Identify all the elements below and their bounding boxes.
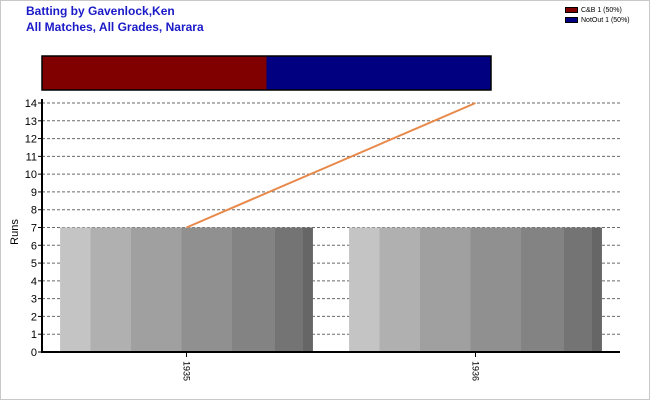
y-tick-label-7: 7 [31, 223, 37, 235]
y-tick-label-2: 2 [31, 311, 37, 323]
legend-item-cb: C&B 1 (50%) [565, 5, 630, 15]
bar-1935 [60, 227, 313, 352]
axes [41, 99, 620, 353]
dismissal-bar-border [41, 55, 492, 91]
y-tick-label-0: 0 [31, 347, 37, 359]
y-tick-label-10: 10 [25, 169, 37, 181]
y-tick-label-6: 6 [31, 240, 37, 252]
y-tick-label-9: 9 [31, 187, 37, 199]
y-tick-label-4: 4 [31, 276, 37, 288]
y-tick-label-1: 1 [31, 329, 37, 341]
legend-label-cb: C&B 1 (50%) [581, 6, 622, 14]
x-ticks: 1935 1936 [182, 352, 481, 381]
bars [60, 227, 602, 352]
chart-subtitle: All Matches, All Grades, Narara [26, 20, 204, 34]
y-tick-label-8: 8 [31, 205, 37, 217]
x-tick-label-1935: 1935 [182, 361, 192, 381]
legend-item-notout: NotOut 1 (50%) [565, 15, 630, 25]
y-tick-label-13: 13 [25, 116, 37, 128]
legend-label-notout: NotOut 1 (50%) [581, 16, 630, 24]
y-tick-label-5: 5 [31, 258, 37, 270]
y-tick-label-3: 3 [31, 294, 37, 306]
legend: C&B 1 (50%) NotOut 1 (50%) [565, 5, 630, 25]
runs-line [186, 102, 476, 229]
y-tick-label-11: 11 [26, 151, 37, 163]
dismissal-segment-cb [42, 56, 267, 90]
legend-swatch-cb [565, 7, 578, 13]
y-axis-label: Runs [9, 219, 21, 245]
y-tick-label-14: 14 [25, 98, 37, 110]
dismissal-segment-notout [266, 56, 491, 90]
x-tick-label-1936: 1936 [471, 361, 481, 381]
runs-line-path [186, 102, 476, 229]
dismissal-bar [41, 55, 492, 91]
y-tick-label-12: 12 [25, 134, 37, 146]
bar-1936 [349, 227, 602, 352]
legend-swatch-notout [565, 17, 578, 23]
chart-title: Batting by Gavenlock,Ken [26, 4, 175, 18]
